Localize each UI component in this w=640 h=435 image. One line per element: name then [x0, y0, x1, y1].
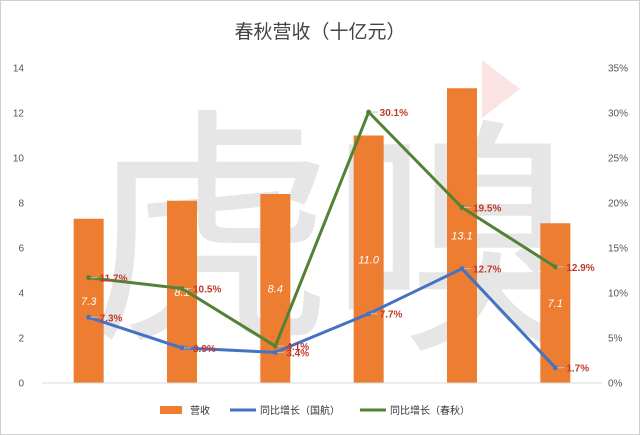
line-series: 7.3% 3.9% 3.4% 7.7% 12.7% 1.7% 11.7% 10.5% 4.1% 3…: [86, 108, 595, 375]
line-point: [459, 266, 465, 272]
left-tick-label: 14: [13, 64, 25, 75]
legend: 营收 同比增长（国航） 同比增长（春秋）: [160, 404, 470, 417]
left-tick-label: 2: [18, 334, 24, 345]
growth-value-label: 1.7%: [566, 364, 589, 375]
bar-value-label: 11.0: [358, 254, 379, 266]
revenue-bar: [447, 88, 477, 383]
bar-value-label: 7.3: [81, 296, 97, 308]
line-point: [366, 109, 372, 115]
legend-label: 营收: [190, 404, 210, 417]
growth-value-label: 12.7%: [473, 265, 501, 276]
growth-value-label: 7.3%: [100, 313, 123, 324]
line-point: [459, 205, 465, 210]
growth-value-label: 3.9%: [193, 344, 216, 355]
left-tick-label: 0: [18, 379, 24, 390]
right-tick-label: 35%: [608, 64, 628, 75]
growth-value-label: 11.7%: [100, 274, 128, 285]
right-tick-label: 30%: [608, 109, 628, 120]
growth-value-label: 19.5%: [473, 204, 501, 215]
growth-value-label: 3.4%: [286, 348, 309, 359]
guohang-growth-line: [88, 267, 557, 369]
bar-value-label: 8.4: [268, 284, 283, 296]
right-tick-label: 0%: [608, 379, 623, 390]
revenue-bar: [353, 135, 384, 383]
growth-value-label: 30.1%: [380, 108, 408, 119]
left-tick-label: 4: [18, 289, 24, 300]
left-tick-label: 10: [13, 154, 25, 165]
bar-value-label: 13.1: [451, 231, 472, 243]
chunqiu-growth-line: [88, 110, 557, 348]
line-point: [179, 286, 185, 291]
watermark-accent: [482, 60, 520, 118]
right-tick-label: 10%: [608, 289, 628, 300]
left-tick-label: 12: [13, 109, 25, 120]
left-axis: 0 2 4 6 8 10 12 14: [13, 64, 25, 390]
watermark-char: 虎: [85, 88, 335, 379]
bar-value-label: 7.1: [548, 298, 563, 310]
line-point: [179, 345, 185, 351]
line-point: [366, 311, 372, 317]
line-point: [552, 365, 558, 371]
growth-value-label: 7.7%: [380, 310, 403, 321]
right-tick-label: 20%: [608, 199, 628, 210]
revenue-bar: [167, 200, 197, 383]
growth-value-label: 10.5%: [193, 285, 221, 296]
right-tick-label: 15%: [608, 244, 628, 255]
growth-value-label: 12.9%: [566, 263, 594, 274]
left-tick-label: 6: [18, 244, 24, 255]
left-tick-label: 8: [18, 199, 24, 210]
chart-title: 春秋营收（十亿元）: [234, 21, 405, 43]
line-point: [86, 314, 92, 320]
right-tick-label: 25%: [608, 154, 628, 165]
growth-value-label: 4.1%: [286, 342, 309, 353]
line-point: [86, 275, 92, 281]
revenue-bar: [73, 218, 104, 383]
line-point: [272, 349, 278, 355]
right-tick-label: 5%: [608, 334, 623, 345]
legend-swatch: [160, 406, 182, 414]
line-point: [272, 343, 278, 349]
legend-label: 同比增长（春秋）: [390, 404, 470, 417]
right-axis: 0% 5% 10% 15% 20% 25% 30% 35%: [608, 64, 628, 390]
line-point: [552, 264, 558, 270]
legend-label: 同比增长（国航）: [260, 404, 340, 417]
